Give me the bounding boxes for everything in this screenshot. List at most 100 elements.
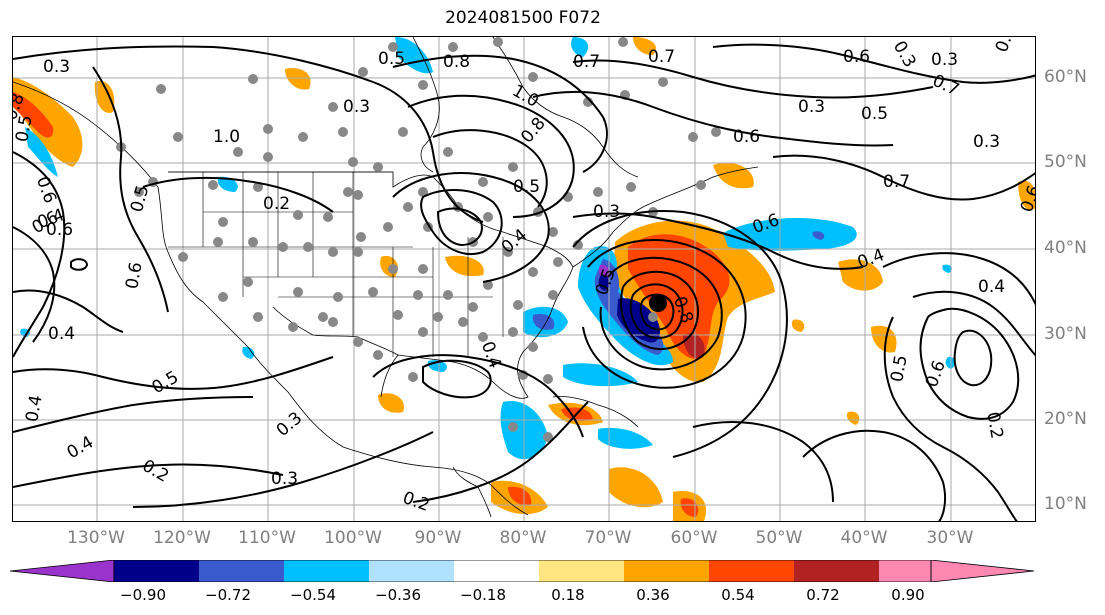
contour-label: 1.0 (213, 127, 240, 147)
contour-line (13, 45, 484, 223)
contour-line (392, 54, 608, 173)
lon-label: 60°W (670, 528, 718, 548)
contour-line (436, 207, 483, 247)
colorbar-tick: 0.54 (721, 586, 755, 604)
colorbar-segment (794, 560, 879, 582)
contour-line (13, 356, 334, 390)
lon-label: 120°W (153, 528, 211, 548)
contour-line (13, 289, 124, 333)
contour-label: 0.4 (48, 324, 75, 344)
lon-label: 100°W (324, 528, 382, 548)
lat-label: 30°N (1044, 324, 1087, 344)
filled-region-hurricane-darkred (683, 333, 705, 359)
colorbar-tick: 0.18 (551, 586, 585, 604)
contour-line (13, 396, 254, 433)
filled-region-hurricane-navy-small (598, 274, 610, 291)
filled-region-caribbean-blue-2 (598, 427, 653, 449)
contour-line (620, 270, 699, 350)
contour-line (883, 316, 1018, 521)
colorbar-segment (199, 560, 284, 582)
contour-line (912, 290, 1035, 357)
filled-region-plains-blue (217, 176, 238, 192)
contour-line (919, 307, 1020, 420)
lat-label: 10°N (1044, 494, 1087, 514)
filled-region-carolina-blue-inner (532, 314, 555, 330)
contour-label: 0.2 (263, 194, 290, 214)
contour-label: 0.8 (443, 52, 470, 72)
contour-line (13, 151, 66, 358)
contour-line (422, 359, 492, 399)
contour-label: 0.4 (64, 432, 97, 463)
contour-label: 0.7 (929, 71, 962, 101)
contour-label: 0.5 (378, 49, 405, 69)
contour-line (582, 239, 747, 389)
filled-region-nova-scotia-orange (713, 162, 754, 189)
colorbar-segment (539, 560, 624, 582)
colorbar-tick: −0.90 (120, 586, 166, 604)
contour-line (692, 421, 834, 503)
contour-label: 0.2 (982, 410, 1006, 440)
filled-region-atlantic-blue-small-2 (945, 356, 955, 369)
contour-label: 0.2 (139, 456, 172, 487)
contour-line (70, 258, 89, 271)
filled-region-northeast-orange (633, 37, 657, 55)
filled-region-hudson-blue-2 (571, 37, 589, 57)
lon-label: 130°W (67, 528, 125, 548)
map-title: 2024081500 F072 (445, 8, 601, 28)
contour-label: 0.3 (273, 408, 307, 441)
colorbar-tick: −0.72 (205, 586, 251, 604)
contour-label: 0.7 (883, 172, 910, 192)
colorbar-segment (454, 560, 539, 582)
filled-region-gulf-orange (378, 393, 404, 413)
filled-region-atlantic-orange-1 (838, 259, 883, 291)
contour-label: 0.5 (513, 177, 540, 197)
colorbar-tick: −0.36 (375, 586, 421, 604)
lat-label: 60°N (1044, 67, 1087, 87)
contour-line (142, 176, 334, 213)
filled-region-hurricane-navy (617, 298, 660, 343)
contour-line (132, 431, 434, 508)
colorbar-tick: −0.54 (290, 586, 336, 604)
contour-line (412, 401, 589, 503)
filled-region-atlantic-blue-small (942, 264, 952, 273)
filled-region-west-coast-blue (25, 127, 58, 177)
contour-lines (13, 43, 1035, 521)
filled-region-atlantic-orange-4 (791, 319, 805, 332)
filled-region-canada-orange (285, 68, 311, 90)
contour-line (629, 283, 684, 339)
filled-region-caribbean-orange (609, 467, 663, 508)
contour-label: 0.6 (122, 261, 146, 291)
contour-line (882, 252, 1035, 306)
contour-label: 0.5 (13, 114, 37, 144)
lat-label: 20°N (1044, 409, 1087, 429)
colorbar-segment (114, 560, 199, 582)
contour-label: 0.3 (798, 97, 825, 117)
contour-label: 0.6 (843, 47, 870, 67)
filled-region-mexico-blue (242, 346, 255, 359)
contour-label: 0.2 (400, 488, 432, 516)
contour-label: 0.4 (22, 394, 46, 424)
contour-label: 0.6 (46, 220, 73, 240)
lon-label: 50°W (755, 528, 803, 548)
contour-line (639, 293, 675, 331)
filled-region-central-america-red (508, 486, 532, 506)
colorbar-tick: 0.90 (891, 586, 925, 604)
contour-line (953, 329, 993, 387)
colorbar-segment (879, 560, 931, 582)
contour-label: 0.3 (973, 132, 1000, 152)
contour-label: 0.3 (43, 57, 70, 77)
lat-label: 40°N (1044, 238, 1087, 258)
contour-label: 0.5 (992, 37, 1020, 55)
contour-line (13, 226, 56, 343)
contour-label: 0.3 (889, 38, 920, 71)
state-borders (168, 171, 504, 357)
contour-label: 0.3 (271, 469, 298, 489)
filled-region-atlantic-orange-5 (846, 411, 860, 425)
colorbar-tick: 0.36 (636, 586, 670, 604)
contour-label: 0.7 (573, 52, 600, 72)
contour-label: 0.3 (593, 202, 620, 222)
colorbar (10, 560, 1035, 582)
colorbar-segment (624, 560, 709, 582)
contour-line (407, 94, 575, 218)
contour-label: 0.5 (127, 183, 153, 214)
